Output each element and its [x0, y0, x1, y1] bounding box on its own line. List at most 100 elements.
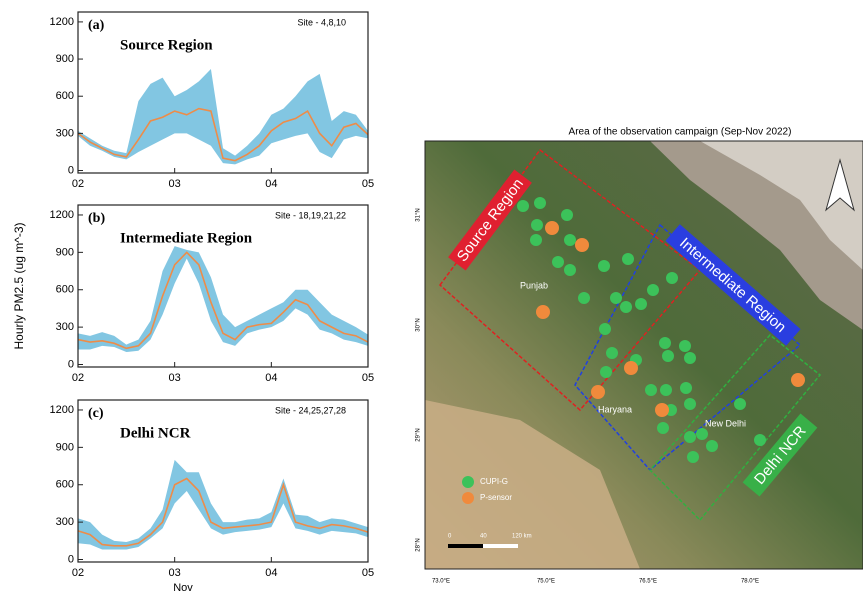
site-annotation: Site - 24,25,27,28: [275, 405, 346, 415]
map-title: Area of the observation campaign (Sep-No…: [569, 127, 792, 138]
sensor-cupig: [684, 352, 696, 364]
sensor-psensor: [575, 238, 589, 252]
sensor-cupig: [659, 337, 671, 349]
sensor-cupig: [687, 451, 699, 463]
y-tick-label: 600: [56, 90, 74, 102]
site-annotation: Site - 4,8,10: [297, 17, 346, 27]
y-tick-label: 1200: [50, 16, 74, 28]
lon-label: 73.0°E: [432, 579, 450, 585]
median-line: [78, 479, 368, 546]
sensor-cupig: [754, 434, 766, 446]
lon-label: 75.0°E: [537, 579, 555, 585]
sensor-cupig: [606, 347, 618, 359]
panel-label: (b): [88, 211, 105, 226]
sensor-cupig: [578, 292, 590, 304]
y-tick-label: 900: [56, 246, 74, 258]
y-tick-label: 300: [56, 321, 74, 333]
sensor-cupig: [610, 292, 622, 304]
range-band: [78, 246, 368, 352]
legend-swatch: [462, 492, 474, 504]
x-tick-label: 03: [169, 567, 181, 579]
sensor-cupig: [696, 428, 708, 440]
x-tick-label: 04: [265, 372, 277, 384]
x-tick-label: 02: [72, 178, 84, 190]
sensor-cupig: [622, 253, 634, 265]
sensor-psensor: [655, 403, 669, 417]
y-tick-label: 0: [68, 358, 74, 370]
sensor-cupig: [660, 384, 672, 396]
sensor-cupig: [517, 200, 529, 212]
x-tick-label: 02: [72, 372, 84, 384]
range-band: [78, 69, 368, 164]
place-label: Punjab: [520, 280, 548, 290]
scale-label: 120 km: [512, 534, 532, 540]
y-tick-label: 300: [56, 127, 74, 139]
sensor-cupig: [620, 301, 632, 313]
sensor-psensor: [545, 221, 559, 235]
sensor-cupig: [657, 422, 669, 434]
sensor-cupig: [645, 384, 657, 396]
sensor-cupig: [679, 340, 691, 352]
place-label: Haryana: [598, 404, 632, 414]
x-tick-label: 05: [362, 567, 374, 579]
sensor-cupig: [564, 234, 576, 246]
x-axis-label: Nov: [173, 582, 193, 594]
lat-label: 28°N: [416, 538, 422, 551]
sensor-psensor: [591, 385, 605, 399]
lat-label: 31°N: [416, 208, 422, 221]
sensor-cupig: [635, 298, 647, 310]
scale-bar: [483, 544, 518, 548]
legend-label: P-sensor: [480, 493, 512, 502]
map-image: Source Region Intermediate Region Delhi …: [425, 141, 863, 569]
sensor-cupig: [534, 197, 546, 209]
x-tick-label: 04: [265, 178, 277, 190]
y-tick-label: 0: [68, 553, 74, 565]
x-tick-label: 05: [362, 178, 374, 190]
scale-bar: [448, 544, 483, 548]
sensor-psensor: [791, 373, 805, 387]
y-tick-label: 900: [56, 53, 74, 65]
y-tick-label: 900: [56, 441, 74, 453]
sensor-cupig: [598, 260, 610, 272]
range-band: [78, 460, 368, 550]
place-label: New Delhi: [705, 418, 746, 428]
sensor-cupig: [564, 264, 576, 276]
sensor-cupig: [662, 350, 674, 362]
x-tick-label: 04: [265, 567, 277, 579]
sensor-cupig: [531, 219, 543, 231]
region-title: Intermediate Region: [120, 230, 253, 246]
x-tick-label: 03: [169, 372, 181, 384]
y-tick-label: 600: [56, 284, 74, 296]
lat-label: 30°N: [416, 318, 422, 331]
lat-label: 29°N: [416, 428, 422, 441]
sensor-psensor: [536, 305, 550, 319]
map: Area of the observation campaign (Sep-No…: [416, 127, 863, 585]
sensor-cupig: [599, 323, 611, 335]
x-tick-label: 03: [169, 178, 181, 190]
panel-label: (c): [88, 406, 104, 421]
legend-swatch: [462, 476, 474, 488]
page: Area of the observation campaign (Sep-No…: [0, 0, 863, 596]
sensor-cupig: [684, 431, 696, 443]
sensor-cupig: [684, 398, 696, 410]
sensor-cupig: [647, 284, 659, 296]
y-tick-label: 600: [56, 479, 74, 491]
legend-label: CUPI-G: [480, 477, 508, 486]
y-tick-label: 0: [68, 164, 74, 176]
region-title: Delhi NCR: [120, 425, 191, 441]
sensor-cupig: [530, 234, 542, 246]
sensor-cupig: [666, 272, 678, 284]
region-title: Source Region: [120, 37, 213, 53]
sensor-cupig: [552, 256, 564, 268]
sensor-cupig: [561, 209, 573, 221]
sensor-cupig: [680, 382, 692, 394]
sensor-cupig: [734, 398, 746, 410]
sensor-cupig: [706, 440, 718, 452]
scale-label: 40: [480, 534, 487, 540]
lon-label: 78.0°E: [741, 579, 759, 585]
median-line: [78, 252, 368, 348]
plot-frame: [78, 400, 368, 562]
